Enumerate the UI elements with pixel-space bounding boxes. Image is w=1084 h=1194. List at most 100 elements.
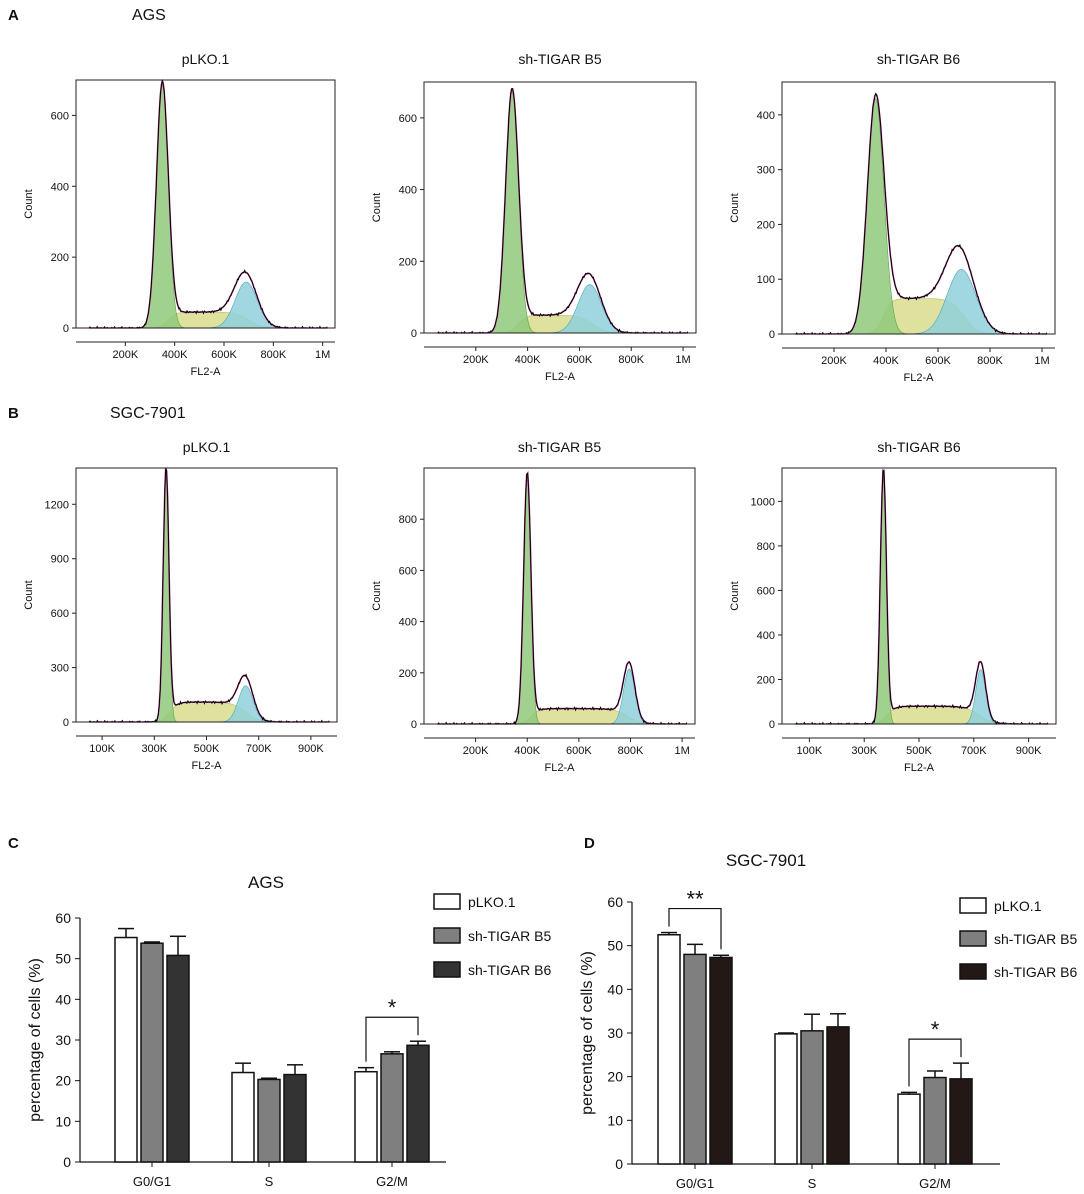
y-tick-label: 20	[55, 1073, 71, 1089]
s-phase-area	[89, 701, 330, 723]
section-title-sgc7901: SGC-7901	[110, 405, 186, 422]
bar	[257, 1078, 281, 1163]
x-tick-label: 100K	[797, 745, 823, 757]
y-tick-label: 200	[757, 674, 775, 686]
x-tick-label: 600K	[925, 355, 951, 367]
x-axis-label: FL2-A	[904, 372, 935, 384]
y-tick-label: 1200	[45, 499, 69, 511]
bar-chart-title: SGC-7901	[726, 851, 806, 870]
s-phase-area	[89, 311, 328, 329]
x-axis-label: FL2-A	[545, 371, 576, 383]
x-tick-label: 600K	[567, 354, 593, 366]
panel-label-d: D	[584, 835, 595, 852]
histogram-A1: 0 200 400 600 200K 400K 600K 800K 1M FL2-A Count pL…	[23, 51, 336, 378]
x-tick-label: 600K	[211, 349, 237, 361]
x-tick-label: 200K	[112, 349, 138, 361]
legend-swatch	[959, 897, 987, 914]
significance-label: **	[686, 887, 704, 912]
x-tick-label: G2/M	[919, 1176, 951, 1191]
x-tick-label: 500K	[906, 745, 932, 757]
x-tick-label: 700K	[246, 743, 272, 755]
bar	[657, 934, 681, 1165]
x-tick-label: 200K	[463, 354, 489, 366]
model-fit-line	[437, 470, 687, 725]
y-tick-label: 0	[769, 329, 775, 341]
bar	[114, 936, 138, 1163]
plot-frame	[423, 467, 696, 725]
x-tick-label: 400K	[873, 355, 899, 367]
x-tick-label: 700K	[961, 745, 987, 757]
x-tick-label: S	[808, 1176, 817, 1191]
model-fit-line	[89, 78, 328, 329]
x-tick-label: 400K	[162, 349, 188, 361]
histogram-title: sh-TIGAR B5	[518, 439, 601, 455]
x-tick-label: S	[265, 1174, 274, 1189]
legend-label: pLKO.1	[468, 894, 516, 910]
x-tick-label: 200K	[463, 745, 489, 757]
x-tick-label: 1M	[674, 745, 689, 757]
y-axis-label: Count	[23, 580, 35, 609]
histogram-title: sh-TIGAR B6	[877, 439, 960, 455]
histogram-data-line	[437, 472, 688, 726]
y-tick-label: 0	[769, 719, 775, 731]
significance-bracket	[908, 1038, 962, 1087]
histogram-title: sh-TIGAR B6	[877, 51, 960, 67]
y-tick-label: 200	[51, 252, 69, 264]
g1-phase-area	[89, 82, 328, 329]
plot-frame	[781, 467, 1057, 725]
y-tick-label: 0	[411, 328, 417, 340]
histogram-B2: 0 200 400 600 800 200K 400K 600K 800K 1M FL2-A Coun…	[371, 439, 696, 774]
plot-frame	[75, 79, 336, 329]
y-axis-label: Count	[23, 189, 35, 218]
y-axis-label: percentage of cells (%)	[579, 951, 596, 1115]
y-tick-label: 600	[399, 565, 417, 577]
x-tick-label: G0/G1	[676, 1176, 714, 1191]
bar	[406, 1044, 430, 1163]
y-tick-label: 0	[63, 1154, 71, 1170]
x-tick-label: 1M	[1034, 355, 1049, 367]
g1-phase-area	[795, 473, 1048, 725]
y-tick-label: 0	[615, 1156, 623, 1172]
y-tick-label: 400	[51, 181, 69, 193]
plot-frame	[423, 81, 697, 334]
bar	[800, 1030, 824, 1165]
panel-label-c: C	[8, 835, 19, 852]
model-fit-line	[795, 468, 1048, 725]
y-tick-label: 800	[757, 541, 775, 553]
y-tick-label: 200	[399, 668, 417, 680]
s-phase-area	[795, 705, 1048, 725]
legend-label: pLKO.1	[994, 898, 1042, 914]
y-tick-label: 600	[399, 113, 417, 125]
y-tick-label: 40	[55, 991, 71, 1007]
y-tick-label: 60	[55, 910, 71, 926]
bar-chart-title: AGS	[248, 873, 284, 892]
y-tick-label: 800	[399, 514, 417, 526]
y-axis-label: Count	[371, 193, 383, 222]
y-axis-label: Count	[729, 581, 741, 610]
x-tick-label: G0/G1	[133, 1174, 171, 1189]
histogram-A2: 0 200 400 600 200K 400K 600K 800K 1M FL2-A Count sh…	[371, 51, 697, 383]
y-tick-label: 400	[757, 630, 775, 642]
y-tick-label: 600	[51, 110, 69, 122]
y-tick-label: 900	[51, 554, 69, 566]
y-tick-label: 400	[399, 617, 417, 629]
histogram-data-line	[88, 79, 328, 329]
x-tick-label: 600K	[566, 745, 592, 757]
significance-bracket	[365, 1016, 419, 1062]
x-tick-label: 900K	[1016, 745, 1042, 757]
histogram-title: pLKO.1	[182, 51, 230, 67]
x-tick-label: 1M	[675, 354, 690, 366]
x-tick-label: 1M	[315, 349, 330, 361]
y-tick-label: 600	[757, 585, 775, 597]
x-axis-label: FL2-A	[192, 760, 223, 772]
panel-label-b: B	[8, 405, 19, 422]
bar	[166, 954, 190, 1163]
significance-label: *	[388, 995, 397, 1020]
legend-swatch	[433, 893, 461, 910]
model-fit-line	[437, 87, 688, 334]
bar	[774, 1033, 798, 1165]
bar	[683, 953, 707, 1165]
